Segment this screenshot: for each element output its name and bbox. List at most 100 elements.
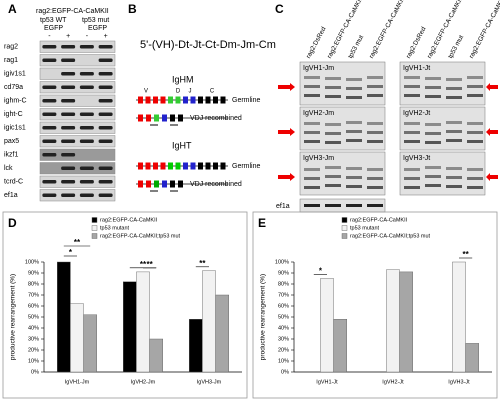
gel-band	[98, 45, 113, 49]
reporter-label: EGFP	[88, 25, 107, 32]
gel-band	[425, 184, 441, 187]
segment-letter: D	[176, 89, 181, 95]
y-axis-label: productive rearrangement (%)	[260, 274, 267, 360]
x-tick-label: IgVH2-Jt	[382, 379, 404, 385]
y-tick-label: 10%	[28, 358, 39, 364]
gene-segment	[154, 114, 159, 122]
gene-segment	[138, 180, 143, 188]
gel-band	[425, 166, 441, 169]
x-tick-label: IgVH1-Jm	[65, 379, 90, 385]
y-tick-label: 100%	[275, 259, 289, 265]
gel-row-label: IgVH3-Jm	[303, 155, 334, 162]
gel-band	[404, 140, 420, 143]
gene-segment	[162, 180, 167, 188]
gel-band	[325, 77, 341, 80]
gel-band	[304, 76, 320, 79]
gel-band	[467, 94, 483, 97]
legend-label: rag2:EGFP-CA-CaMKII	[100, 217, 158, 223]
gel-band	[79, 85, 94, 89]
x-tick-label: IgVH2-Jm	[131, 379, 156, 385]
recombined-label: VDJ recombined	[190, 181, 242, 188]
gel-band	[61, 112, 76, 116]
gel-band	[304, 177, 320, 180]
gel-band	[304, 94, 320, 97]
gel-band	[325, 175, 341, 178]
arrow	[486, 128, 498, 136]
gel-band	[325, 166, 341, 169]
gel-band	[42, 112, 57, 116]
gel-band	[467, 76, 483, 79]
y-tick-label: 70%	[28, 292, 39, 298]
significance-label: **	[462, 250, 469, 259]
gel-band	[79, 180, 94, 184]
chart-frame	[2, 211, 248, 399]
gel-band	[79, 193, 94, 197]
legend-label: rag2:EGFP-CA-CaMKII	[350, 217, 408, 223]
y-tick-label: 20%	[278, 347, 289, 353]
gel-band	[367, 177, 383, 180]
gene-segment	[160, 96, 166, 104]
gel-row-label: IgVH1-Jt	[403, 65, 430, 72]
x-tick-label: IgVH3-Jt	[448, 379, 470, 385]
gel-band	[404, 94, 420, 97]
recombined-label: VDJ recombined	[190, 115, 242, 122]
group-label: tp53 WT	[40, 17, 67, 24]
gel-strip	[39, 54, 116, 67]
significance-label: *	[319, 267, 323, 276]
y-tick-label: 20%	[28, 347, 39, 353]
bar	[122, 281, 137, 373]
diagram-name: IgHM	[172, 74, 194, 84]
gel-band	[367, 85, 383, 88]
y-tick-label: 0%	[281, 369, 289, 375]
gel-band	[404, 131, 420, 134]
gel-band	[467, 85, 483, 88]
gel-band	[42, 58, 57, 62]
gene-label: pax5	[4, 138, 19, 145]
gel-band	[346, 130, 362, 133]
significance-label: **	[199, 259, 206, 268]
gel-band	[367, 131, 383, 134]
gene-segment	[153, 162, 158, 170]
gel-band	[61, 153, 76, 157]
gene-label: igiv1s1	[4, 70, 26, 77]
bar	[215, 294, 230, 373]
gene-segment	[198, 162, 203, 170]
gene-segment	[160, 162, 166, 170]
bar	[465, 343, 480, 373]
bar	[320, 278, 334, 373]
gel-band	[346, 167, 362, 170]
gel-band	[42, 99, 57, 103]
segment-letter: V	[144, 89, 148, 95]
gel-row-label: IgVH2-Jt	[403, 110, 430, 117]
gel-band	[79, 112, 94, 116]
gel-band	[98, 72, 113, 76]
arrow	[486, 173, 498, 181]
gene-label: ighm-C	[4, 97, 27, 104]
gel-band	[425, 86, 441, 89]
gel-band	[61, 166, 76, 170]
gel-strip	[39, 108, 116, 121]
gel-row-label: IgVH2-Jm	[303, 110, 334, 117]
y-tick-label: 50%	[278, 314, 289, 320]
gene-segment	[178, 180, 183, 188]
gel-band	[325, 123, 341, 126]
legend-swatch	[341, 225, 348, 231]
x-tick-label: IgVH1-Jt	[316, 379, 338, 385]
legend-label: rag2:EGFP-CA-CaMKII;tp53 mut	[100, 233, 181, 239]
gel-band	[79, 126, 94, 130]
gel-band	[346, 204, 362, 207]
significance-label: **	[146, 260, 153, 269]
gene-segment	[138, 114, 143, 122]
gel-band	[61, 99, 76, 103]
gel-band	[346, 176, 362, 179]
gel-row-label: IgVH1-Jm	[303, 65, 334, 72]
gel-band	[61, 139, 76, 143]
gel-band	[98, 112, 113, 116]
gel-band	[42, 126, 57, 130]
bar	[452, 261, 466, 373]
diagram-name: IgHT	[172, 140, 192, 150]
gel-band	[325, 204, 341, 207]
gene-segment	[183, 162, 188, 170]
germline-label: Germline	[232, 97, 261, 104]
significance-label: *	[69, 248, 73, 257]
